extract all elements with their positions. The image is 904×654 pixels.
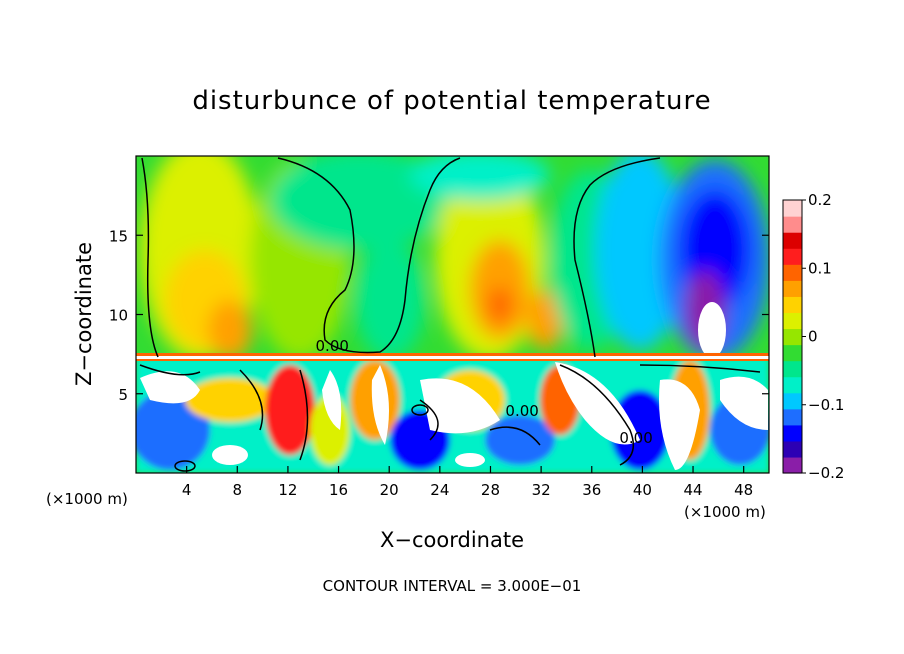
- colorbar-swatch: [783, 312, 802, 330]
- y-axis-ticks: 5 10 15: [109, 227, 769, 404]
- x-tick-label: 16: [329, 481, 348, 499]
- colorbar-tick-label: −0.1: [808, 396, 844, 414]
- x-units-left: (×1000 m): [46, 490, 128, 508]
- colorbar-swatch: [783, 280, 802, 297]
- colorbar-swatch: [783, 328, 802, 346]
- colorbar: 0.2 0.1 0 −0.1 −0.2: [782, 191, 844, 482]
- x-tick-label: 48: [734, 481, 753, 499]
- colorbar-swatch: [783, 408, 802, 426]
- x-axis-ticks: 4 8 12 16 20 24 28 32 36 40 44 48: [182, 466, 753, 499]
- colorbar-swatch: [783, 344, 802, 362]
- y-tick-label: 15: [109, 227, 128, 245]
- colorbar-swatch: [783, 440, 802, 458]
- x-tick-label: 28: [481, 481, 500, 499]
- heatmap-field: [136, 156, 769, 473]
- colorbar-swatch: [783, 248, 802, 265]
- x-tick-label: 20: [380, 481, 399, 499]
- x-tick-label: 36: [582, 481, 601, 499]
- colorbar-swatch: [783, 232, 802, 249]
- colorbar-tick-label: −0.2: [808, 464, 844, 482]
- contour-lines: [139, 157, 761, 472]
- colorbar-swatch: [783, 424, 802, 442]
- x-tick-label: 24: [430, 481, 449, 499]
- colorbar-swatch: [783, 360, 802, 378]
- colorbar-swatch: [783, 456, 802, 474]
- contour-label: 0.00: [505, 402, 538, 420]
- contour-label: 0.00: [316, 337, 349, 355]
- colorbar-swatch: [783, 200, 802, 217]
- colorbar-tick-label: 0: [808, 328, 818, 346]
- colorbar-swatch: [783, 296, 802, 314]
- x-tick-label: 12: [278, 481, 297, 499]
- x-tick-label: 4: [182, 481, 192, 499]
- colorbar-tick-label: 0.1: [808, 259, 832, 277]
- chart-title: disturbunce of potential temperature: [192, 86, 712, 116]
- x-axis-label: X−coordinate: [380, 528, 524, 552]
- colorbar-swatch: [783, 392, 802, 410]
- y-tick-label: 10: [109, 307, 128, 325]
- contour-label: 0.00: [619, 429, 652, 447]
- colorbar-swatch: [783, 376, 802, 394]
- x-tick-label: 32: [532, 481, 551, 499]
- field-extreme-patch: [698, 302, 726, 358]
- colorbar-swatch: [783, 216, 802, 233]
- x-tick-label: 44: [683, 481, 702, 499]
- field-interface-line: [136, 356, 769, 359]
- colorbar-swatch: [783, 264, 802, 281]
- y-tick-label: 5: [118, 386, 128, 404]
- x-tick-label: 40: [633, 481, 652, 499]
- x-units-right: (×1000 m): [684, 503, 766, 521]
- colorbar-tick-label: 0.2: [808, 191, 832, 209]
- contour-interval-note: CONTOUR INTERVAL = 3.000E−01: [322, 577, 582, 595]
- contour-label-layer: 0.00 0.00 0.00: [316, 337, 653, 447]
- y-axis-label: Z−coordinate: [72, 242, 96, 386]
- x-tick-label: 8: [233, 481, 243, 499]
- field-upper-layer: [140, 156, 769, 360]
- field-white-patches: [140, 362, 768, 470]
